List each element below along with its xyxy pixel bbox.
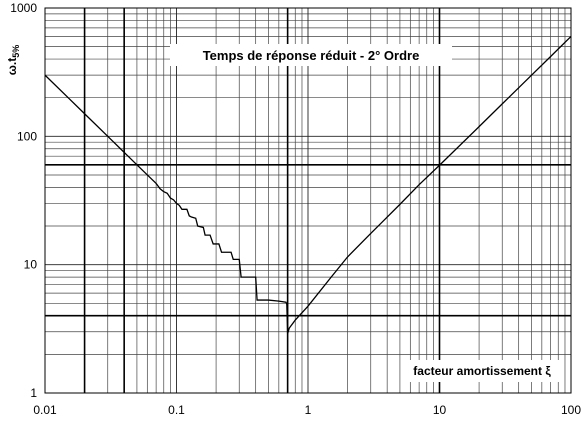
- x-tick-label: 10: [433, 403, 447, 417]
- y-tick-label: 1: [30, 386, 37, 400]
- y-tick-label: 1000: [10, 1, 37, 15]
- x-axis-label: facteur amortissement ξ: [413, 364, 551, 378]
- y-tick-label: 10: [24, 258, 38, 272]
- data-line: [44, 36, 572, 334]
- y-tick-label: 100: [17, 129, 37, 143]
- y-axis-label-group: ω.t5%: [5, 45, 21, 75]
- x-tick-label: 0.1: [168, 403, 185, 417]
- x-tick-label: 1: [305, 403, 312, 417]
- x-tick-label: 100: [561, 403, 581, 417]
- plot-frame: [44, 7, 572, 394]
- y-label-sub: 5%: [11, 45, 21, 58]
- chart-title: Temps de réponse réduit - 2° Ordre: [203, 48, 420, 63]
- x-label-box: [402, 360, 562, 382]
- plot: [44, 36, 572, 334]
- grid: [44, 7, 572, 394]
- x-tick-label: 0.01: [33, 403, 57, 417]
- y-label-main: ω.t: [5, 58, 19, 75]
- title-box: [170, 44, 452, 66]
- y-axis-label: ω.t5%: [5, 45, 21, 75]
